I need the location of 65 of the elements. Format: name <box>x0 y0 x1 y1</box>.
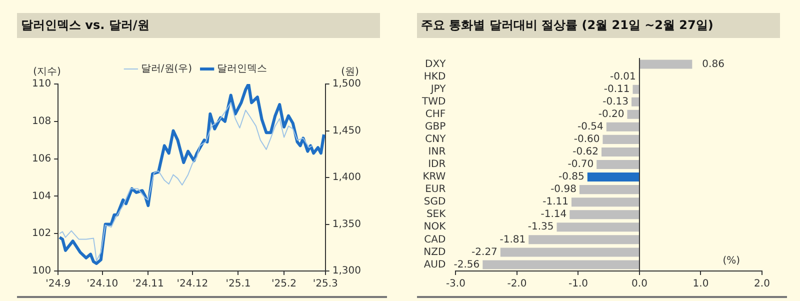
y-tick-label: 108 <box>32 116 52 127</box>
y-tick-label: INR <box>428 146 446 158</box>
y2-tick-label: 1,500 <box>332 78 362 90</box>
y-tick-label: 102 <box>32 228 52 240</box>
data-label: -0.54 <box>578 122 604 133</box>
x-tick-label: 1.0 <box>692 278 709 290</box>
x-tick-label: -2.0 <box>507 278 527 290</box>
data-label: -0.98 <box>550 184 576 196</box>
x-tick-label: '25.2 <box>272 278 297 290</box>
data-label: -2.56 <box>454 259 480 270</box>
data-label: -0.60 <box>574 134 600 146</box>
y2-tick-label: 1,400 <box>332 172 362 184</box>
data-label: -0.85 <box>558 172 584 183</box>
y-tick-label: 100 <box>32 266 52 277</box>
data-label: -0.20 <box>598 108 624 120</box>
y-tick-label: KRW <box>422 172 446 183</box>
y-tick-label: HKD <box>424 71 446 82</box>
y-tick-label: SEK <box>426 209 446 220</box>
x-tick-label: '24.12 <box>176 278 208 290</box>
data-label: -1.14 <box>540 209 567 220</box>
y-tick-label: NZD <box>424 246 446 258</box>
data-label: -1.35 <box>528 222 554 233</box>
x-tick-label: -3.0 <box>446 278 466 290</box>
y-tick-label: IDR <box>428 159 446 170</box>
y2-tick-label: 1,450 <box>332 125 362 136</box>
data-label: -0.01 <box>610 71 636 82</box>
y-tick-label: 104 <box>32 190 52 202</box>
y-tick-label: CNY <box>425 134 447 146</box>
x-tick-label: '25.3 <box>312 278 338 290</box>
y-tick-label: CAD <box>424 234 446 246</box>
x-tick-label: '25.1 <box>226 278 251 290</box>
y-tick-label: 106 <box>32 153 52 164</box>
chart-title: 주요 통화별 달러대비 절상률 (2월 21일 ~2월 27일) <box>417 13 780 38</box>
x-tick-label: '24.10 <box>86 278 118 290</box>
y-tick-label: 110 <box>32 78 52 90</box>
data-label: 0.86 <box>702 58 724 70</box>
data-label: -2.27 <box>472 246 498 258</box>
y2-axis-title: (원) <box>341 66 359 78</box>
x-axis-title: (%) <box>722 256 740 267</box>
data-label: -0.70 <box>568 159 594 170</box>
data-label: -1.11 <box>542 196 568 208</box>
y-tick-label: AUD <box>424 259 446 270</box>
y-tick-label: TWD <box>420 96 446 108</box>
x-tick-label: 0.0 <box>632 278 648 290</box>
x-tick-label: -1.0 <box>568 278 588 290</box>
x-tick-label: '24.11 <box>132 278 164 290</box>
y-tick-label: EUR <box>425 184 446 196</box>
data-label: -1.81 <box>500 234 526 246</box>
chart-title: 달러인덱스 vs. 달러/원 <box>17 13 380 38</box>
legend-label: 달러/원(우) <box>140 64 192 75</box>
y-tick-label: JPY <box>430 84 447 95</box>
data-label: -0.13 <box>602 96 629 108</box>
x-tick-label: 2.0 <box>754 278 770 290</box>
y-tick-label: SGD <box>424 196 446 208</box>
y-axis-title: (지수) <box>33 66 61 78</box>
legend-label: 달러인덱스 <box>217 64 268 75</box>
y2-tick-label: 1,300 <box>332 266 362 277</box>
y-tick-label: DXY <box>425 58 447 70</box>
data-label: -0.11 <box>604 84 630 95</box>
x-tick-label: '24.9 <box>46 278 71 290</box>
y-tick-label: CHF <box>425 108 446 120</box>
y2-tick-label: 1,350 <box>332 218 362 230</box>
y-tick-label: NOK <box>424 222 446 233</box>
data-label: -0.62 <box>572 146 598 158</box>
y-tick-label: GBP <box>425 122 446 133</box>
